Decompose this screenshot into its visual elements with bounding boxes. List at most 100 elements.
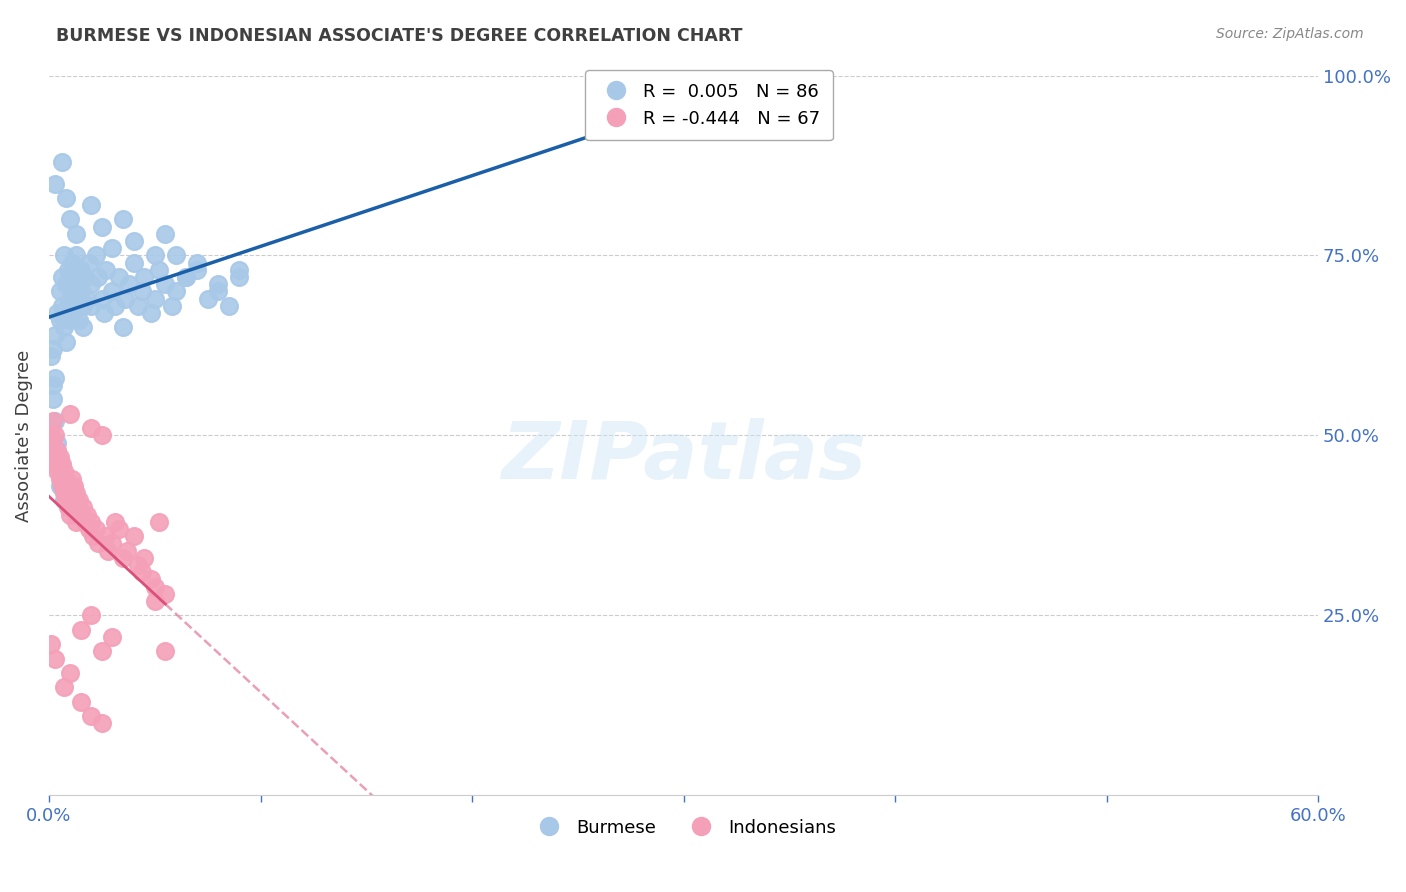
Point <box>76 292 98 306</box>
Point <box>115 543 138 558</box>
Point <box>155 587 177 601</box>
Point <box>65 227 87 241</box>
Point <box>59 407 82 421</box>
Point <box>59 666 82 681</box>
Y-axis label: Associate's Degree: Associate's Degree <box>15 350 32 522</box>
Point <box>82 529 104 543</box>
Point <box>48 285 70 299</box>
Point <box>56 479 79 493</box>
Point <box>48 465 70 479</box>
Point <box>52 465 75 479</box>
Point <box>52 681 75 695</box>
Point <box>48 479 70 493</box>
Point <box>76 508 98 522</box>
Point <box>207 285 229 299</box>
Point <box>65 248 87 262</box>
Point <box>122 255 145 269</box>
Point <box>59 486 82 500</box>
Point <box>101 536 124 550</box>
Point <box>51 299 73 313</box>
Point <box>56 500 79 515</box>
Point <box>42 414 65 428</box>
Point <box>90 644 112 658</box>
Point <box>51 479 73 493</box>
Point <box>44 414 66 428</box>
Point <box>69 695 91 709</box>
Point <box>59 212 82 227</box>
Point <box>207 277 229 292</box>
Point <box>56 263 79 277</box>
Point <box>134 270 156 285</box>
Point <box>127 558 149 572</box>
Text: ZIPatlas: ZIPatlas <box>501 418 866 496</box>
Point <box>60 285 83 299</box>
Point <box>155 227 177 241</box>
Point <box>218 299 240 313</box>
Point <box>46 450 69 464</box>
Point <box>56 299 79 313</box>
Point <box>39 349 62 363</box>
Point <box>143 292 166 306</box>
Point <box>44 457 66 471</box>
Point <box>59 292 82 306</box>
Point <box>139 573 162 587</box>
Point <box>186 255 208 269</box>
Point <box>67 277 90 292</box>
Point <box>59 508 82 522</box>
Point <box>143 580 166 594</box>
Point <box>228 270 250 285</box>
Point <box>48 472 70 486</box>
Point <box>93 306 115 320</box>
Point <box>186 263 208 277</box>
Point <box>42 392 65 407</box>
Point <box>42 378 65 392</box>
Point <box>80 515 103 529</box>
Point <box>44 327 66 342</box>
Point <box>39 428 62 442</box>
Point <box>111 212 134 227</box>
Point <box>55 493 77 508</box>
Point <box>67 493 90 508</box>
Point <box>107 270 129 285</box>
Point <box>165 248 187 262</box>
Point <box>94 263 117 277</box>
Point <box>51 457 73 471</box>
Point <box>103 515 125 529</box>
Point <box>44 371 66 385</box>
Point <box>52 320 75 334</box>
Point <box>60 255 83 269</box>
Point <box>101 630 124 644</box>
Point <box>46 442 69 457</box>
Point <box>131 285 153 299</box>
Point <box>48 313 70 327</box>
Point <box>69 623 91 637</box>
Point <box>44 651 66 665</box>
Point <box>55 191 77 205</box>
Point <box>148 515 170 529</box>
Point <box>228 263 250 277</box>
Text: BURMESE VS INDONESIAN ASSOCIATE'S DEGREE CORRELATION CHART: BURMESE VS INDONESIAN ASSOCIATE'S DEGREE… <box>56 27 742 45</box>
Point <box>131 566 153 580</box>
Point <box>111 550 134 565</box>
Point <box>103 299 125 313</box>
Point <box>72 500 94 515</box>
Point <box>55 277 77 292</box>
Point <box>39 637 62 651</box>
Point <box>46 465 69 479</box>
Point <box>139 306 162 320</box>
Point <box>80 608 103 623</box>
Point <box>155 277 177 292</box>
Point <box>51 155 73 169</box>
Point <box>94 529 117 543</box>
Point <box>80 421 103 435</box>
Point <box>63 306 86 320</box>
Point <box>72 299 94 313</box>
Point <box>101 285 124 299</box>
Point <box>90 428 112 442</box>
Text: Source: ZipAtlas.com: Source: ZipAtlas.com <box>1216 27 1364 41</box>
Point <box>42 342 65 356</box>
Point <box>111 320 134 334</box>
Legend: Burmese, Indonesians: Burmese, Indonesians <box>524 812 844 844</box>
Point <box>90 716 112 731</box>
Point <box>197 292 219 306</box>
